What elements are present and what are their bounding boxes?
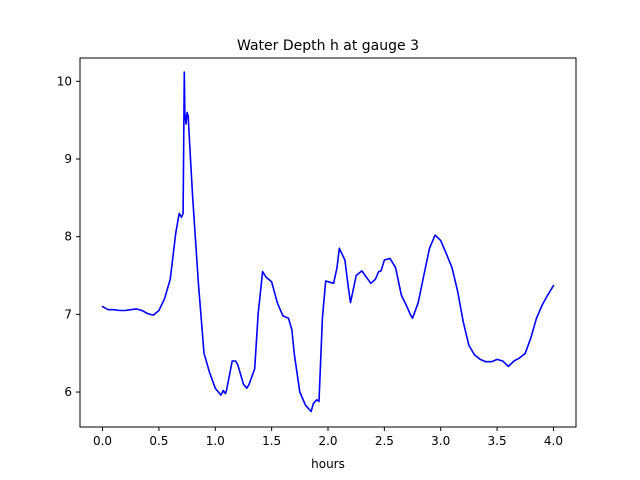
chart-title: Water Depth h at gauge 3 xyxy=(237,38,419,54)
axis-ticks: 0.0 0.5 1.0 1.5 2.0 2.5 3.0 3.5 4.0 6 7 8 9 10 xyxy=(57,74,563,448)
y-tick-label: 8 xyxy=(64,230,72,244)
x-tick-label: 0.0 xyxy=(93,434,112,448)
y-tick-label: 7 xyxy=(64,307,72,321)
plot-area xyxy=(101,71,555,413)
y-tick-label: 6 xyxy=(64,385,72,399)
axes-frame xyxy=(79,57,577,428)
x-tick-label: 2.0 xyxy=(318,434,337,448)
x-tick-label: 0.5 xyxy=(149,434,168,448)
x-axis-label: hours xyxy=(311,457,345,471)
y-tick-label: 10 xyxy=(57,74,72,88)
x-tick-label: 3.0 xyxy=(431,434,450,448)
water-depth-line xyxy=(101,71,555,413)
x-tick-label: 4.0 xyxy=(544,434,563,448)
x-tick-label: 1.0 xyxy=(206,434,225,448)
x-tick-label: 1.5 xyxy=(262,434,281,448)
x-tick-label: 2.5 xyxy=(375,434,394,448)
y-tick-label: 9 xyxy=(64,152,72,166)
x-tick-label: 3.5 xyxy=(488,434,507,448)
